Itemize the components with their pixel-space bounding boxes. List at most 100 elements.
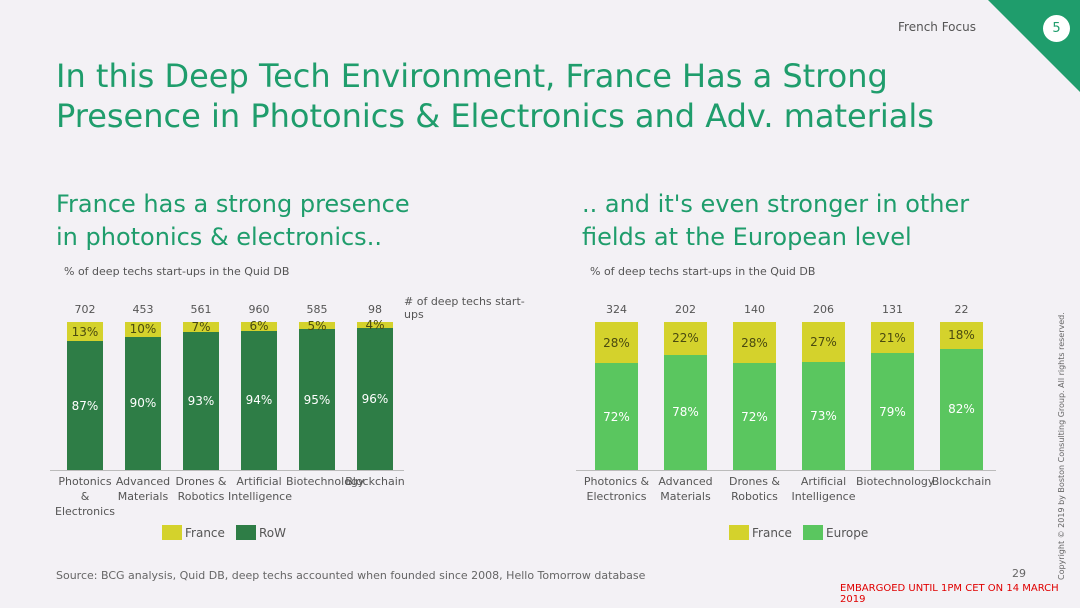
value-label-france-4: 21% [879,330,906,345]
x-tick-label-2: Drones & Robotics [170,474,232,504]
value-label-europe-5: 82% [948,402,975,417]
section-tag: French Focus [898,20,976,34]
bar-row-0 [67,341,103,470]
value-label-france-1: 22% [672,331,699,346]
bar-france-3 [241,322,277,331]
left-chart: 87% 13% 702 Photonics & Electronics 90% 10% 453 A… [50,300,406,530]
right-legend-france-label: France [752,526,792,540]
x-axis-line [576,470,996,471]
copyright-notice: Copyright © 2019 by Boston Consulting Gr… [1057,312,1066,580]
slide-number: 29 [1012,567,1026,580]
x-tick-line: Blockchain [345,475,405,488]
corner-triangle [988,0,1080,92]
x-tick-label-5: Blockchain [344,474,406,489]
count-label-2: 561 [190,303,212,316]
count-label-5: 98 [368,303,382,316]
bar-europe-3 [802,361,845,470]
value-label-france-3: 27% [810,334,837,349]
x-tick-line: Biotechnology [856,475,935,488]
value-label-row-4: 95% [303,392,331,407]
x-tick-label-4: Biotechnology [856,474,935,489]
x-tick-line: Drones & [728,475,781,488]
left-subtitle-line2: in photonics & electronics.. [56,223,382,251]
count-label-1: 202 [675,303,696,316]
bar-france-1 [664,322,707,355]
x-tick-line: Robotics [731,490,778,503]
slide-title: In this Deep Tech Environment, France Ha… [56,57,934,135]
bar-row-3 [241,330,277,470]
x-tick-line: Advanced [115,475,171,488]
x-tick-line: Advanced [658,475,713,488]
value-label-europe-3: 73% [810,408,837,423]
left-legend-france-label: France [185,526,225,540]
x-tick-line: Materials [660,490,711,503]
x-tick-line: Electronics [586,490,647,503]
bar-france-2 [183,322,219,333]
bar-france-0 [595,322,638,364]
bar-europe-2 [733,363,776,470]
x-tick-label-3: Artificial Intelligence [787,474,860,504]
value-label-europe-1: 78% [672,405,699,420]
x-tick-line: Intelligence [228,490,293,503]
count-label-0: 324 [606,303,627,316]
left-legend-row-swatch [236,525,256,540]
value-label-france-0: 28% [603,335,630,350]
x-tick-label-1: Advanced Materials [112,474,174,504]
right-axis-note: % of deep techs start-ups in the Quid DB [590,265,816,278]
value-label-france-3: 6% [249,319,269,334]
x-tick-line: Electronics [55,505,115,518]
value-label-europe-2: 72% [741,409,768,424]
value-label-row-5: 96% [361,391,389,406]
bar-france-2 [733,322,776,364]
x-tick-label-0: Photonics & Electronics [54,474,116,519]
bar-france-3 [802,322,845,362]
value-label-row-1: 90% [129,396,157,411]
x-tick-line: Biotechnology [286,475,365,488]
x-tick-line: Photonics [58,475,112,488]
count-label-4: 131 [882,303,903,316]
value-label-france-4: 5% [307,318,327,333]
value-label-france-2: 7% [191,320,211,335]
value-label-row-0: 87% [71,398,99,413]
x-tick-line: Intelligence [791,490,856,503]
right-chart: 72% 28% 324 Photonics & Electronics 78% 22% 202… [576,300,1002,530]
right-subtitle-line2: fields at the European level [582,223,912,251]
x-tick-label-3: Artificial Intelligence [228,474,293,504]
value-label-france-5: 4% [365,317,385,332]
bar-row-1 [125,336,161,470]
bar-row-5 [357,327,393,470]
x-tick-line: Blockchain [931,475,992,488]
x-tick-line: & [80,490,90,503]
x-tick-line: Robotics [177,490,225,503]
x-tick-label-0: Photonics & Electronics [580,474,653,504]
value-label-row-3: 94% [245,393,273,408]
bar-europe-1 [664,354,707,470]
value-label-france-0: 13% [71,324,99,339]
bar-europe-0 [595,363,638,470]
count-label-2: 140 [744,303,765,316]
right-subtitle-line1: .. and it's even stronger in other [582,190,970,218]
value-label-europe-4: 79% [879,404,906,419]
count-label-3: 960 [248,303,270,316]
left-legend-row-label: RoW [259,526,287,540]
x-axis-line [50,470,404,471]
x-tick-line: Artificial [800,475,847,488]
value-label-france-5: 18% [948,328,975,343]
bar-row-4 [299,329,335,470]
x-tick-label-1: Advanced Materials [649,474,722,504]
bar-row-2 [183,332,219,470]
value-label-france-2: 28% [741,335,768,350]
left-axis-note: % of deep techs start-ups in the Quid DB [64,265,290,278]
left-subtitle-line1: France has a strong presence [56,190,410,218]
x-tick-label-4: Biotechnology [286,474,365,489]
count-label-5: 22 [954,303,969,316]
bar-france-4 [871,322,914,354]
bar-france-0 [67,322,103,342]
left-legend-france-swatch [162,525,182,540]
left-count-note: # of deep techs start-ups [404,295,525,321]
x-tick-label-2: Drones & Robotics [718,474,791,504]
bar-europe-4 [871,353,914,470]
bar-france-5 [357,322,393,328]
x-tick-line: Artificial [236,475,282,488]
value-label-row-2: 93% [187,394,215,409]
